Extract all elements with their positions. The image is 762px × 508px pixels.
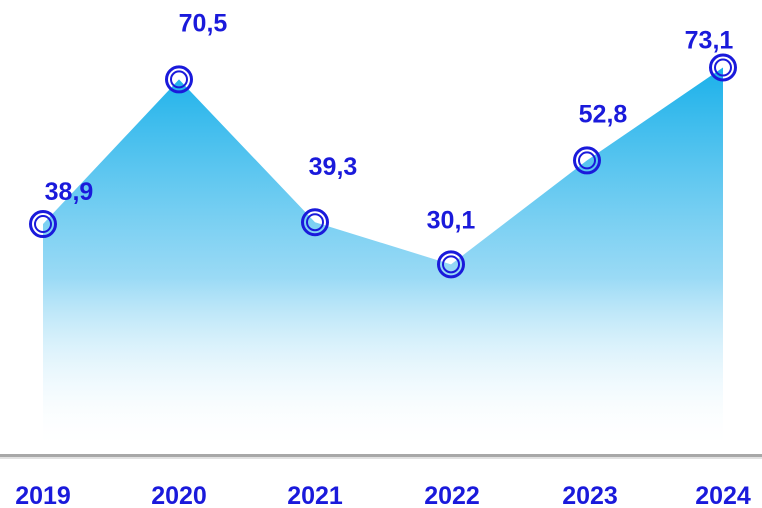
- x-axis-baseline-highlight: [0, 457, 762, 459]
- area-layer: [43, 67, 723, 450]
- data-point-marker: [437, 250, 465, 279]
- data-point-marker: [29, 210, 57, 239]
- x-tick-label: 2022: [424, 482, 480, 508]
- data-label: 30,1: [427, 206, 476, 234]
- data-point-marker: [573, 146, 601, 175]
- area-series: [43, 67, 723, 450]
- data-label: 73,1: [685, 27, 734, 55]
- data-point-marker: [165, 65, 193, 94]
- x-axis-baseline: [0, 454, 762, 457]
- data-label: 38,9: [45, 178, 94, 206]
- x-tick-label: 2021: [287, 482, 343, 508]
- data-point-marker: [301, 208, 329, 237]
- data-label: 70,5: [179, 9, 228, 37]
- data-point-marker: [709, 53, 737, 82]
- x-tick-label: 2023: [562, 482, 618, 508]
- markers: [29, 53, 737, 279]
- x-tick-labels: 2019 2020 2021 2022 2023 2024: [15, 482, 751, 508]
- x-tick-label: 2019: [15, 482, 71, 508]
- data-label: 52,8: [579, 100, 628, 128]
- x-tick-label: 2020: [151, 482, 207, 508]
- x-axis: [0, 454, 762, 459]
- data-labels: 38,9 70,5 39,3 30,1 52,8 73,1: [45, 9, 734, 234]
- data-label: 39,3: [309, 153, 358, 181]
- x-tick-label: 2024: [695, 482, 751, 508]
